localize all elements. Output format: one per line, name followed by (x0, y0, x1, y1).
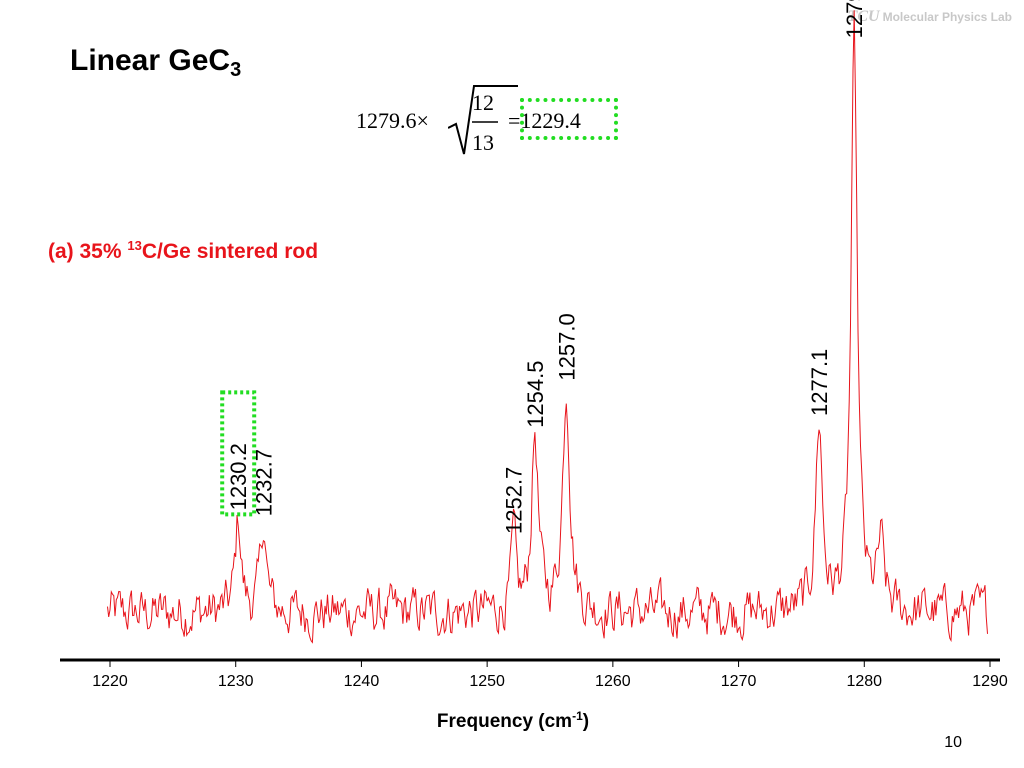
x-axis-label: Frequency (cm-1) (437, 709, 589, 732)
x-tick-label: 1230 (218, 673, 254, 690)
x-tick-label: 1280 (846, 673, 882, 690)
formula-numerator: 12 (472, 90, 494, 115)
lab-logo: TCU Molecular Physics Lab (848, 8, 1012, 26)
lab-logo-text: Molecular Physics Lab (882, 10, 1012, 24)
slide-title: Linear GeC3 (70, 44, 241, 82)
subtitle-superscript: 13 (127, 238, 142, 253)
spectrum-subtitle: (a) 35% 13C/Ge sintered rod (48, 238, 318, 264)
x-tick-label: 1260 (595, 673, 631, 690)
x-tick-label: 1290 (972, 673, 1008, 690)
result-highlight-box (520, 98, 618, 140)
peak-label: 1230.2 (226, 443, 251, 510)
formula-lead: 1279.6× (356, 108, 429, 133)
spectrum-line (107, 10, 988, 644)
x-tick-label: 1240 (344, 673, 380, 690)
x-tick-label: 1220 (92, 673, 128, 690)
peak-label: 1257.0 (554, 313, 579, 380)
formula-denominator: 13 (472, 130, 494, 155)
peak-label: 1254.5 (523, 361, 548, 428)
peak-label: 1252.7 (502, 467, 527, 534)
x-tick-label: 1250 (469, 673, 505, 690)
lab-logo-mark: TCU (847, 8, 880, 25)
x-tick-label: 1270 (721, 673, 757, 690)
sqrt-symbol (448, 85, 518, 155)
peak-label: 1277.1 (807, 349, 832, 416)
peak-label: 1232.7 (251, 449, 276, 516)
isotope-shift-formula: 1279.6× 12 13 =1229.4 (356, 84, 636, 160)
peak-highlight-box (220, 390, 257, 517)
peak-label: 1279.6 (842, 0, 867, 38)
page-number: 10 (944, 734, 962, 751)
subtitle-rest: C/Ge sintered rod (141, 240, 319, 263)
slide-title-subscript: 3 (230, 59, 242, 81)
slide-title-text: Linear GeC (70, 44, 231, 77)
subtitle-prefix: (a) 35% (48, 240, 128, 263)
